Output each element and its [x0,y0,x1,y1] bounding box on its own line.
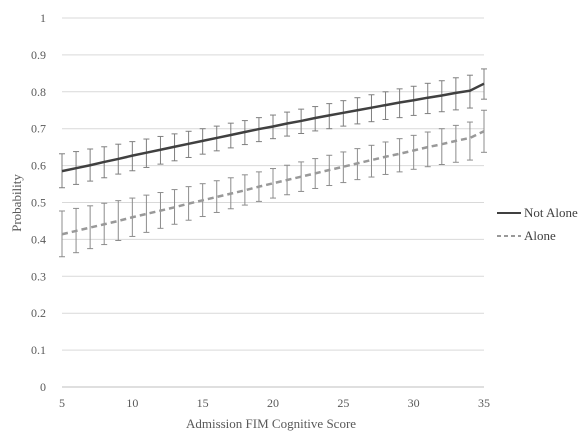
y-tick-label: 1 [40,11,46,25]
y-tick-label: 0.4 [31,232,46,246]
error-bar [115,200,122,242]
error-bar [87,205,94,250]
x-tick-label: 5 [59,396,65,410]
y-tick-label: 0.7 [31,122,46,136]
legend-label-not-alone: Not Alone [524,205,578,220]
legend: Not Alone Alone [497,205,578,243]
y-tick-label: 0.6 [31,159,46,173]
x-axis-ticks: 5 10 15 20 25 30 35 [59,396,490,410]
y-axis-ticks: 0 0.1 0.2 0.3 0.4 0.5 0.6 0.7 0.8 0.9 1 [31,11,46,394]
error-bar [466,121,473,161]
error-bar [368,144,375,178]
y-axis-title: Probability [9,174,24,232]
error-bar [438,128,445,165]
y-tick-label: 0.5 [31,196,46,210]
error-bar [396,138,403,173]
error-bar [143,194,150,233]
error-bars [59,68,487,258]
legend-item-not-alone: Not Alone [497,205,578,220]
series-line-not-alone [61,82,485,173]
legend-label-alone: Alone [524,228,556,243]
y-tick-label: 0.8 [31,85,46,99]
error-bar [424,131,431,168]
error-bar [241,174,248,206]
error-bar [481,109,487,153]
x-tick-label: 35 [478,396,490,410]
y-tick-label: 0 [40,380,46,394]
x-tick-label: 15 [197,396,209,410]
series-line-alone [61,130,485,236]
y-tick-label: 0.2 [31,306,46,320]
x-tick-label: 10 [126,396,138,410]
error-bar [452,124,459,163]
x-tick-label: 25 [337,396,349,410]
error-bar [410,134,417,170]
error-bar [382,141,389,175]
x-axis-title: Admission FIM Cognitive Score [186,416,356,431]
y-tick-label: 0.1 [31,343,46,357]
series-lines [61,82,485,236]
x-tick-label: 20 [267,396,279,410]
error-bar [340,151,347,184]
legend-item-alone: Alone [497,228,556,243]
error-bar [213,180,220,213]
error-bar [270,168,276,199]
x-tick-label: 30 [408,396,420,410]
y-tick-label: 0.9 [31,48,46,62]
y-tick-label: 0.3 [31,269,46,283]
